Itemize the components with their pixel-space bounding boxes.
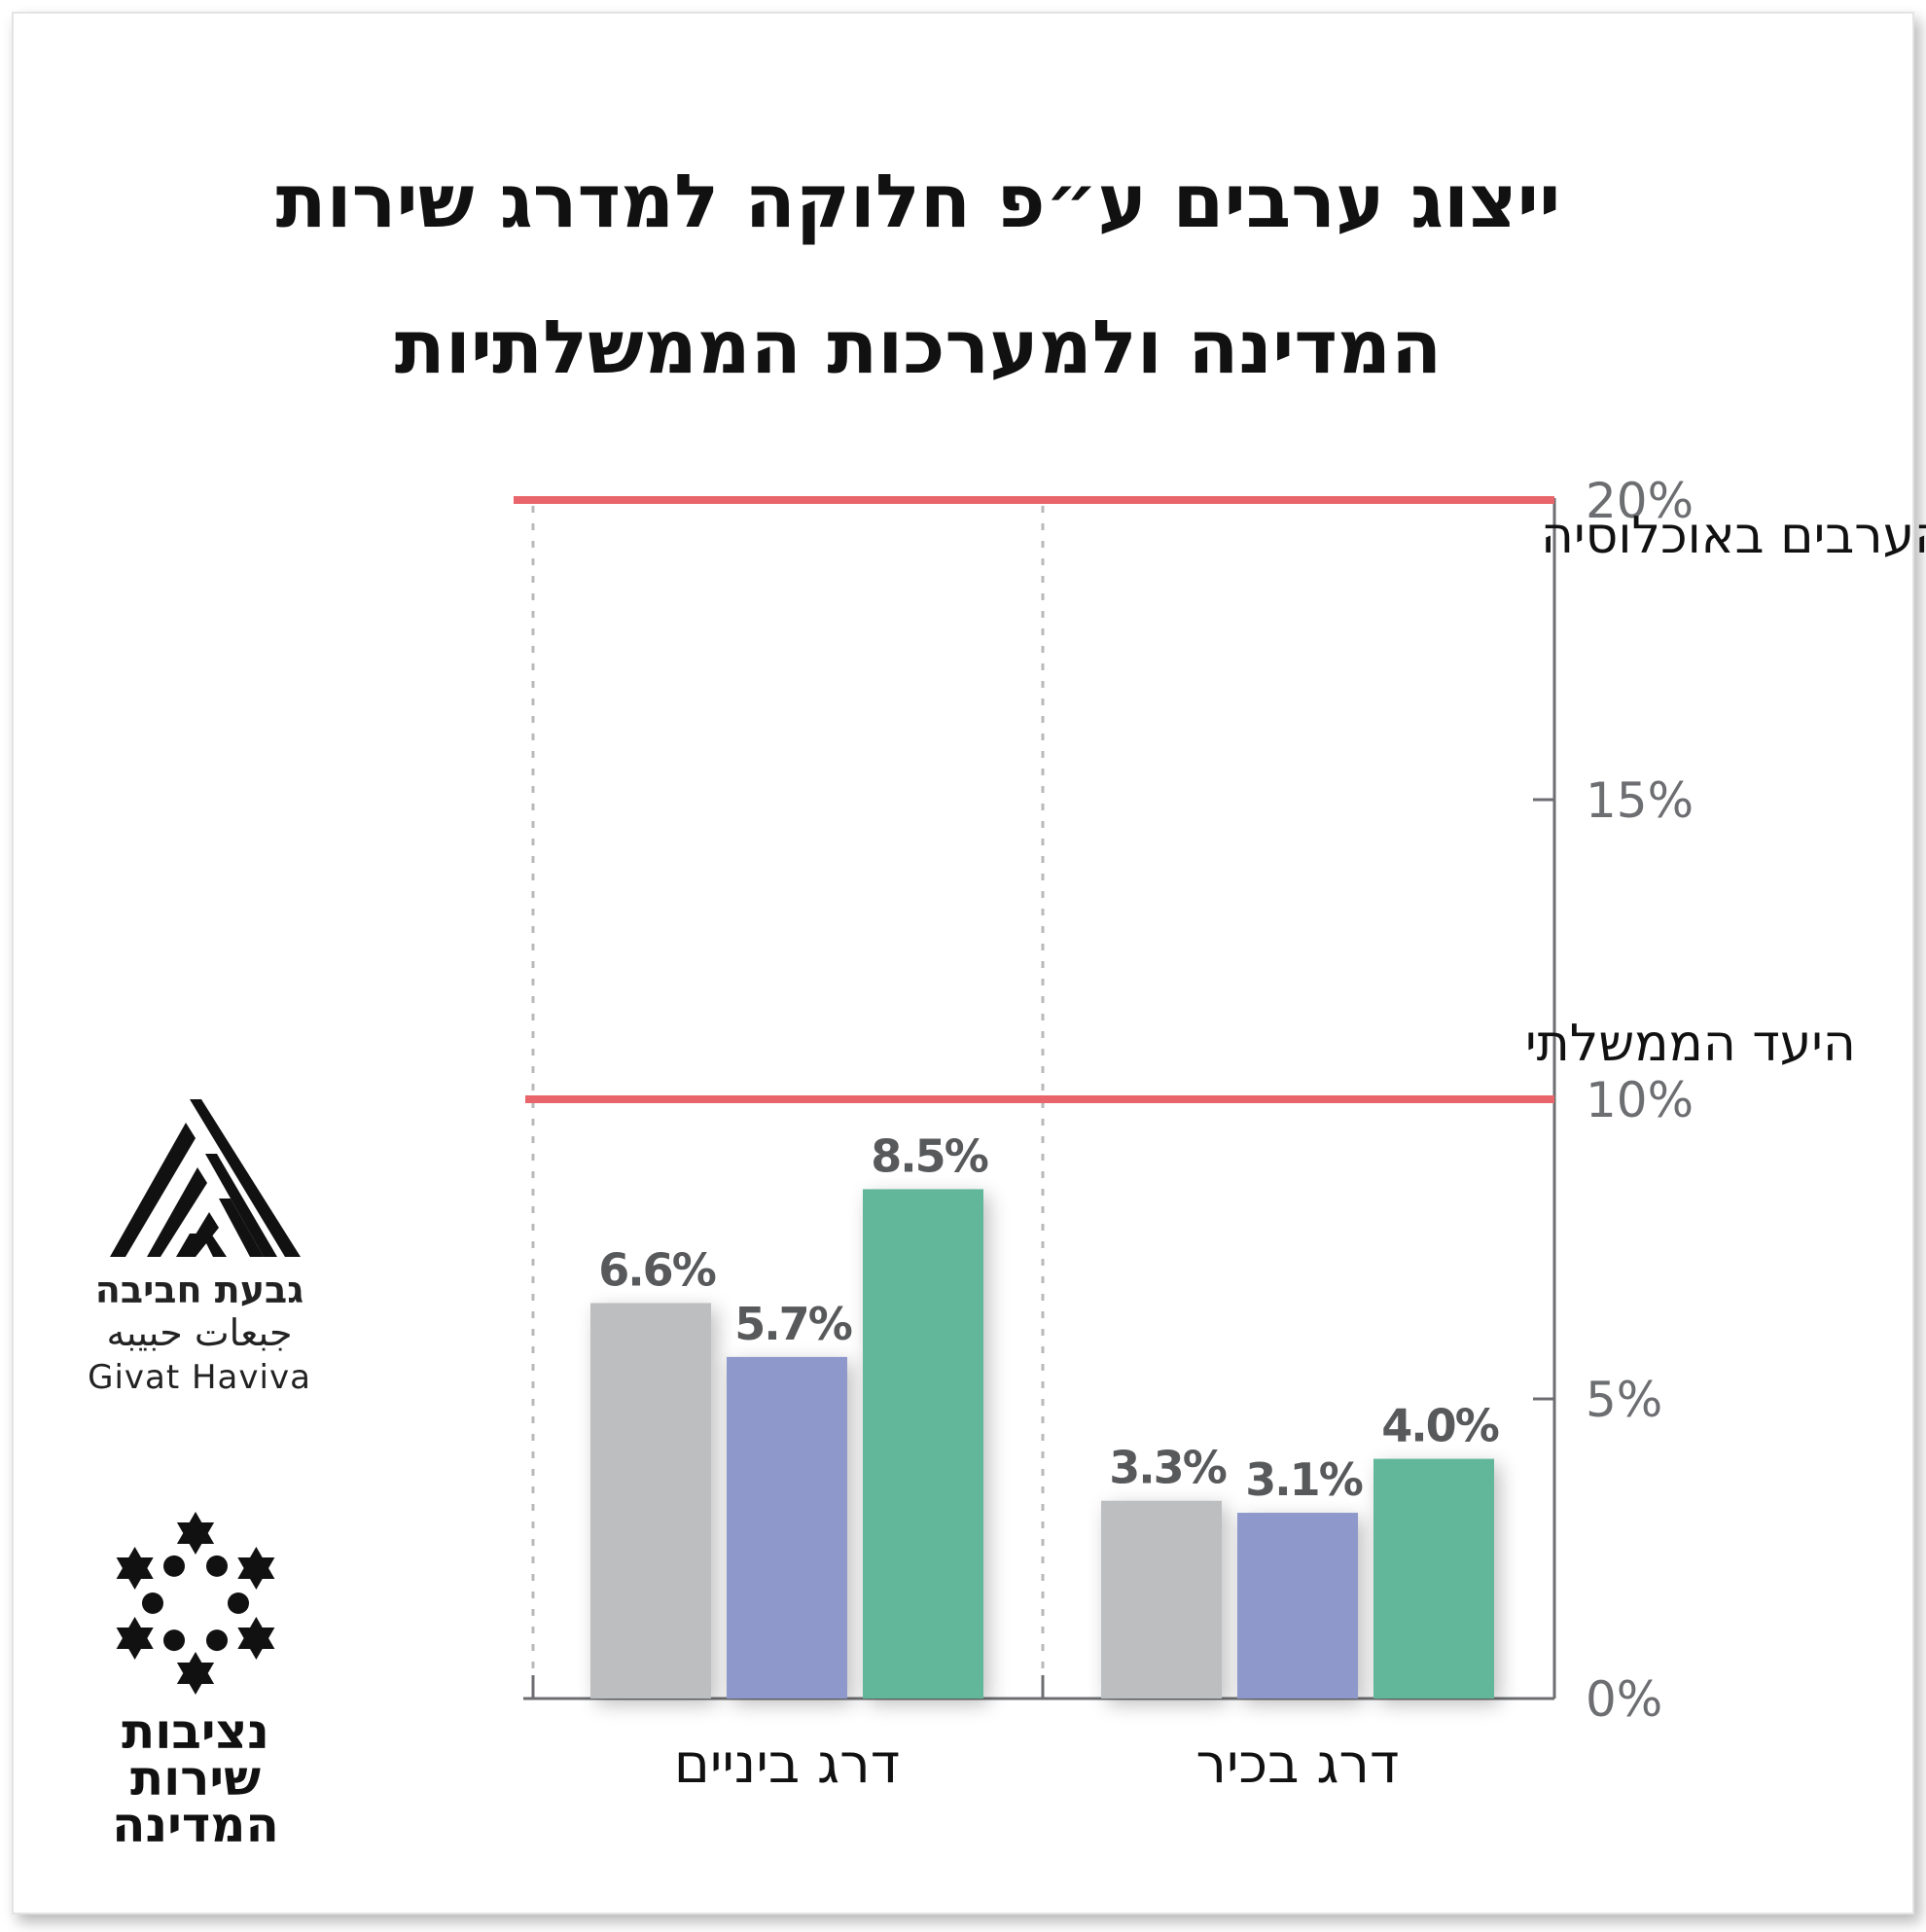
nezivut-logo: נציבות שירות המדינה (93, 1506, 298, 1853)
dot-icon-5 (142, 1592, 163, 1614)
nezivut-line1: נציבות (122, 1703, 269, 1760)
givat-haviva-english: Givat Haviva (88, 1358, 311, 1397)
data-label-series-gray-2: 3.3% (1109, 1442, 1226, 1494)
data-label-series-gray-1: 6.6% (598, 1243, 715, 1296)
y-tick-label-20: 20% (1586, 473, 1694, 529)
dot-icon-2 (228, 1592, 249, 1614)
nezivut-line2: שירות (129, 1750, 262, 1807)
star-icon-4-b (176, 1663, 215, 1695)
data-label-series-blue-1: 5.7% (734, 1298, 851, 1350)
givat-haviva-logo: גבעת חביבה جبعات حبيبه Givat Haviva (78, 1097, 321, 1397)
chart-title: ייצוג ערבים ע״פ חלוקה למדרג שירות המדינה… (160, 128, 1677, 420)
category-label-2: דרג בכיר (1195, 1733, 1399, 1796)
givat-haviva-hebrew: גבעת חביבה (94, 1269, 304, 1311)
dot-icon-1 (206, 1555, 228, 1577)
nezivut-line3: המדינה (112, 1797, 279, 1853)
star-icon-6-b (116, 1557, 154, 1590)
star-icon-2-b (237, 1557, 275, 1590)
y-tick-label-0: 0% (1586, 1671, 1662, 1728)
chart-title-line1: ייצוג ערבים ע״פ חלוקה למדרג שירות (275, 158, 1561, 244)
star-icon-3-b (237, 1628, 275, 1660)
bar-series-green-1 (863, 1189, 983, 1699)
bar-series-gray-1 (590, 1303, 711, 1699)
y-tick-label-15: 15% (1586, 772, 1694, 829)
reference-label-20: אחוז הערבים באוכלוסיה (1541, 507, 1926, 565)
stars-emblem-icon (116, 1512, 275, 1695)
bar-series-green-2 (1373, 1458, 1494, 1699)
reference-label-10: היעד הממשלתי (1525, 1015, 1856, 1073)
category-label-1: דרג ביניים (674, 1733, 901, 1796)
givat-haviva-mountain-icon (110, 1099, 301, 1257)
data-label-series-green-1: 8.5% (871, 1129, 987, 1182)
dot-icon-6 (163, 1555, 185, 1577)
bar-series-blue-1 (727, 1356, 847, 1699)
nezivut-text: נציבות שירות המדינה (93, 1703, 298, 1853)
givat-haviva-arabic: جبعات حبيبه (106, 1311, 293, 1354)
bar-series-gray-2 (1101, 1500, 1222, 1699)
star-icon-5-b (116, 1628, 154, 1660)
y-tick-label-5: 5% (1586, 1372, 1662, 1428)
data-label-series-green-2: 4.0% (1381, 1400, 1498, 1452)
dot-icon-4 (163, 1629, 185, 1652)
y-tick-label-10: 10% (1586, 1072, 1694, 1128)
chart-title-line2: המדינה ולמערכות הממשלתיות (394, 304, 1443, 390)
bar-series-blue-2 (1237, 1513, 1358, 1699)
dot-icon-3 (206, 1629, 228, 1652)
star-icon-1-b (176, 1522, 215, 1555)
data-label-series-blue-2: 3.1% (1245, 1453, 1362, 1506)
